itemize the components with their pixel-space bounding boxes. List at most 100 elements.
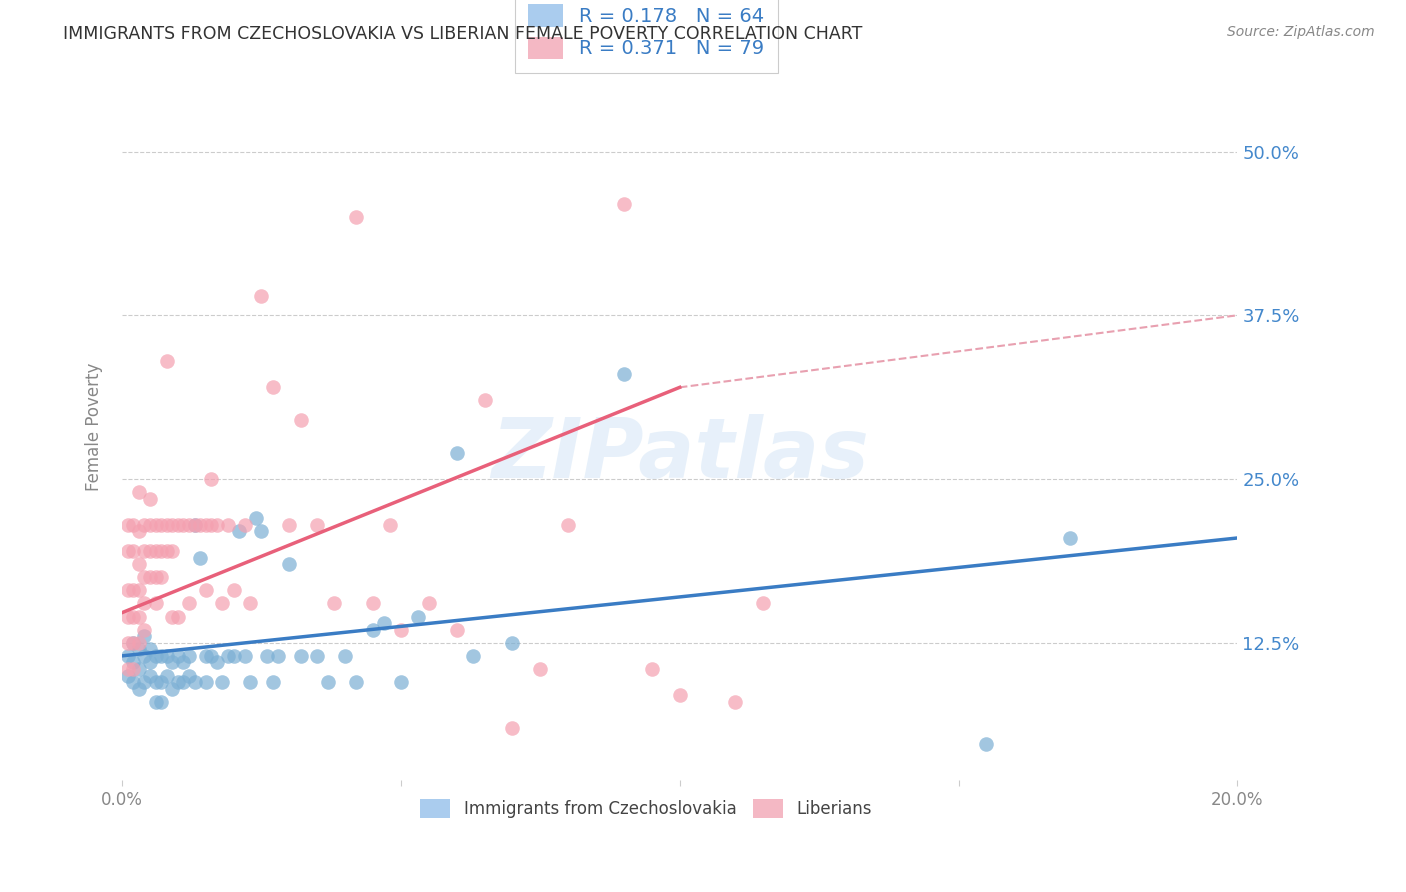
Text: ZIPatlas: ZIPatlas: [491, 415, 869, 495]
Point: [150, 695, 173, 709]
Point: [162, 609, 184, 624]
Point: [222, 648, 245, 663]
Point: [446, 623, 468, 637]
Text: IMMIGRANTS FROM CZECHOSLOVAKIA VS LIBERIAN FEMALE POVERTY CORRELATION CHART: IMMIGRANTS FROM CZECHOSLOVAKIA VS LIBERI…: [63, 25, 863, 43]
Point: [529, 662, 551, 676]
Point: [150, 517, 173, 532]
Point: [150, 544, 173, 558]
Point: [262, 675, 284, 690]
Point: [194, 583, 217, 598]
Point: [724, 695, 747, 709]
Point: [134, 517, 156, 532]
Point: [250, 288, 273, 302]
Point: [145, 570, 167, 584]
Point: [139, 491, 162, 506]
Point: [278, 517, 301, 532]
Point: [752, 597, 775, 611]
Point: [307, 648, 329, 663]
Point: [378, 517, 401, 532]
Point: [188, 517, 211, 532]
Point: [117, 668, 139, 682]
Point: [122, 656, 145, 670]
Point: [217, 648, 239, 663]
Point: [344, 675, 367, 690]
Point: [222, 583, 245, 598]
Point: [145, 597, 167, 611]
Point: [239, 597, 262, 611]
Point: [117, 517, 139, 532]
Point: [256, 648, 278, 663]
Point: [205, 656, 228, 670]
Point: [134, 648, 156, 663]
Point: [389, 623, 412, 637]
Point: [128, 662, 150, 676]
Text: Source: ZipAtlas.com: Source: ZipAtlas.com: [1227, 25, 1375, 39]
Point: [117, 662, 139, 676]
Point: [183, 517, 205, 532]
Point: [250, 524, 273, 539]
Point: [156, 517, 179, 532]
Point: [183, 675, 205, 690]
Point: [145, 675, 167, 690]
Point: [267, 648, 290, 663]
Point: [211, 597, 233, 611]
Point: [122, 583, 145, 598]
Point: [139, 668, 162, 682]
Y-axis label: Female Poverty: Female Poverty: [86, 362, 103, 491]
Point: [194, 517, 217, 532]
Point: [128, 524, 150, 539]
Point: [318, 675, 340, 690]
Point: [139, 642, 162, 657]
Point: [361, 597, 384, 611]
Point: [139, 570, 162, 584]
Point: [128, 681, 150, 696]
Point: [128, 609, 150, 624]
Point: [641, 662, 664, 676]
Point: [156, 668, 179, 682]
Point: [134, 597, 156, 611]
Point: [128, 642, 150, 657]
Point: [134, 629, 156, 643]
Point: [177, 597, 200, 611]
Point: [194, 675, 217, 690]
Point: [200, 472, 222, 486]
Point: [233, 517, 256, 532]
Point: [278, 557, 301, 571]
Point: [613, 197, 636, 211]
Point: [162, 681, 184, 696]
Point: [228, 524, 250, 539]
Point: [145, 544, 167, 558]
Point: [446, 446, 468, 460]
Point: [162, 517, 184, 532]
Point: [122, 517, 145, 532]
Point: [139, 656, 162, 670]
Point: [177, 517, 200, 532]
Point: [145, 695, 167, 709]
Point: [150, 570, 173, 584]
Point: [233, 648, 256, 663]
Point: [361, 623, 384, 637]
Point: [139, 517, 162, 532]
Point: [122, 675, 145, 690]
Point: [134, 570, 156, 584]
Point: [134, 675, 156, 690]
Point: [122, 636, 145, 650]
Point: [128, 636, 150, 650]
Point: [150, 648, 173, 663]
Point: [613, 368, 636, 382]
Point: [177, 668, 200, 682]
Point: [307, 517, 329, 532]
Point: [145, 648, 167, 663]
Point: [463, 648, 485, 663]
Point: [406, 609, 429, 624]
Point: [976, 737, 998, 751]
Point: [290, 413, 312, 427]
Point: [172, 656, 194, 670]
Point: [150, 675, 173, 690]
Point: [122, 609, 145, 624]
Point: [262, 380, 284, 394]
Point: [333, 648, 356, 663]
Point: [474, 393, 496, 408]
Point: [183, 517, 205, 532]
Point: [344, 210, 367, 224]
